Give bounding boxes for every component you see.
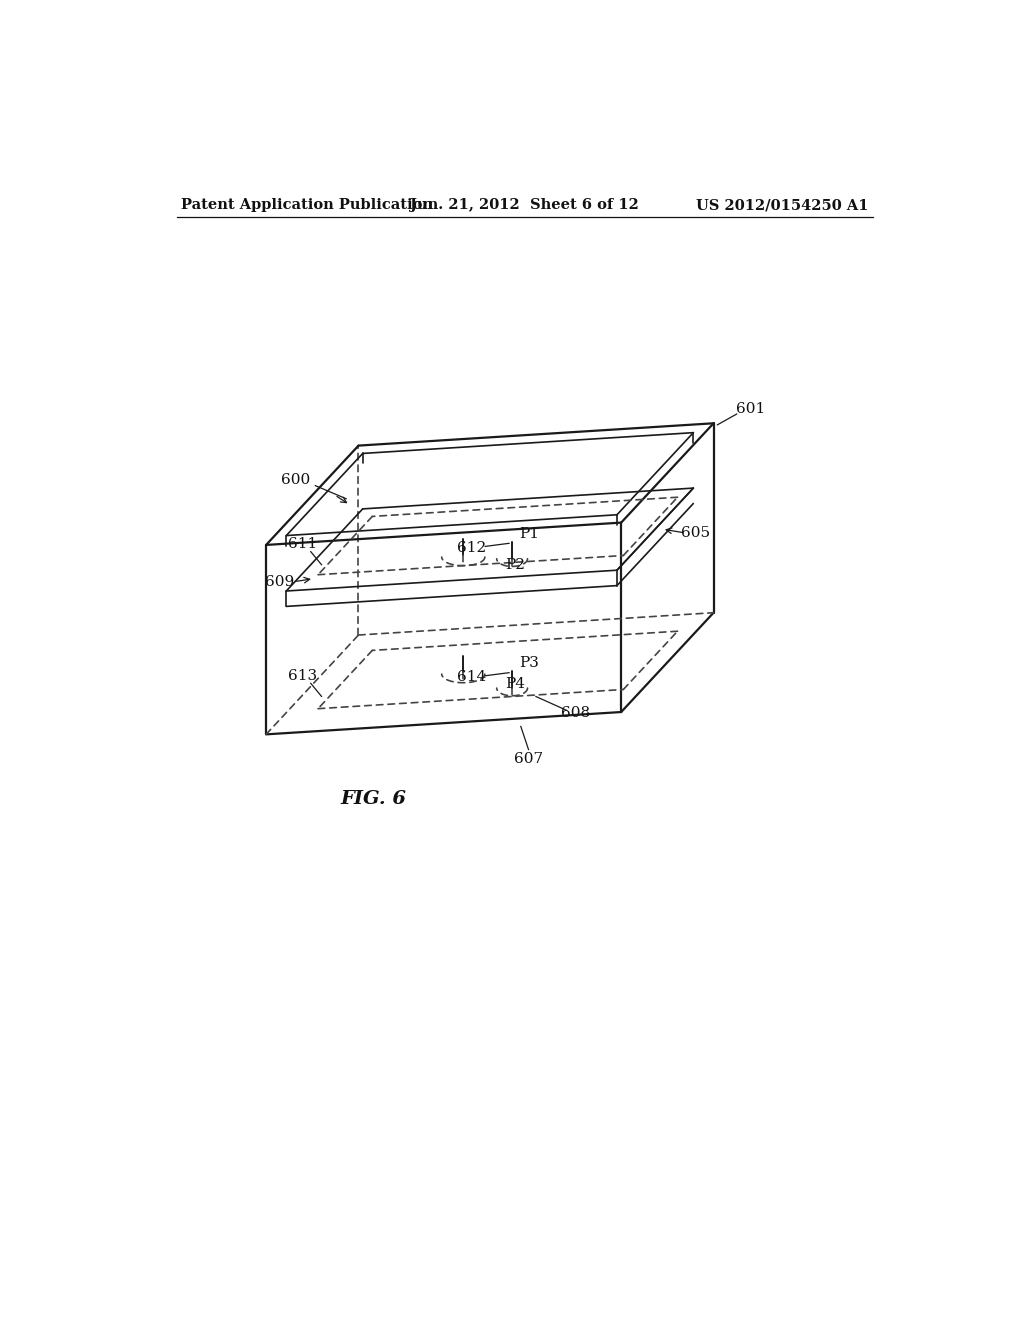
Text: 613: 613 [289, 669, 317, 682]
Text: 614: 614 [458, 671, 486, 684]
Text: 601: 601 [736, 403, 765, 416]
Text: 608: 608 [561, 706, 591, 721]
Text: 600: 600 [282, 474, 310, 487]
Text: P1: P1 [519, 527, 539, 541]
Text: 605: 605 [681, 525, 710, 540]
Text: 607: 607 [514, 752, 543, 766]
Text: 609: 609 [265, 574, 295, 589]
Text: P4: P4 [505, 677, 525, 690]
Text: Patent Application Publication: Patent Application Publication [180, 198, 432, 213]
Text: 612: 612 [458, 541, 486, 554]
Text: FIG. 6: FIG. 6 [340, 789, 407, 808]
Text: US 2012/0154250 A1: US 2012/0154250 A1 [695, 198, 868, 213]
Text: P2: P2 [505, 558, 525, 573]
Text: 611: 611 [289, 537, 317, 550]
Text: P3: P3 [519, 656, 539, 671]
Text: Jun. 21, 2012  Sheet 6 of 12: Jun. 21, 2012 Sheet 6 of 12 [411, 198, 639, 213]
